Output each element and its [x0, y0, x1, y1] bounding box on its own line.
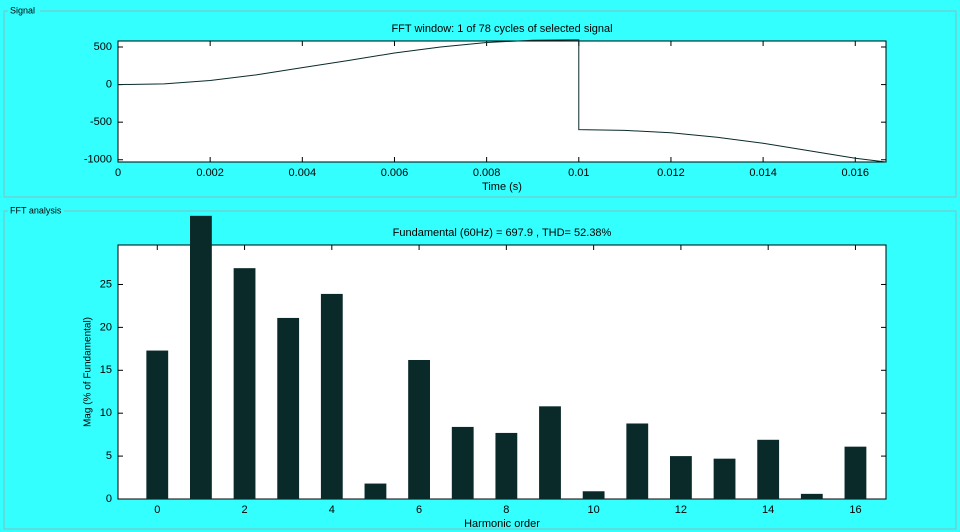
- y-tick-label: 0: [106, 493, 112, 505]
- signal-panel: [3, 10, 957, 198]
- bar: [320, 293, 343, 499]
- signal-line: [117, 39, 887, 163]
- bar: [670, 456, 692, 499]
- bar: [451, 426, 474, 499]
- x-tick-label: 0.01: [568, 167, 589, 179]
- panel-label: FFT analysis: [10, 205, 62, 215]
- x-tick-label: 2: [241, 504, 247, 516]
- chart-title: FFT window: 1 of 78 cycles of selected s…: [391, 23, 612, 35]
- x-tick-label: 8: [503, 504, 509, 516]
- x-tick-label: 12: [675, 504, 687, 516]
- y-tick-label: 500: [94, 41, 112, 53]
- bar: [364, 483, 387, 499]
- x-tick-label: 0.008: [473, 167, 501, 179]
- x-tick-label: 6: [416, 504, 422, 516]
- x-tick-label: 10: [588, 504, 600, 516]
- bar: [713, 458, 736, 499]
- x-tick-label: 0: [115, 167, 121, 179]
- chart-title: Fundamental (60Hz) = 697.9 , THD= 52.38%: [393, 227, 612, 239]
- y-tick-label: 20: [100, 321, 112, 333]
- bar: [800, 493, 823, 499]
- bar: [277, 317, 300, 499]
- bar: [233, 268, 256, 499]
- x-axis-label: Harmonic order: [464, 518, 540, 530]
- x-axis-label: Time (s): [482, 181, 522, 193]
- fft-panel: [3, 210, 957, 530]
- x-tick-label: 0.006: [381, 167, 409, 179]
- y-axis-label: Mag (% of Fundamental): [83, 317, 94, 427]
- bar: [408, 359, 430, 499]
- bar: [582, 491, 605, 499]
- plot-area: [117, 40, 887, 163]
- y-tick-label: 0: [106, 78, 112, 90]
- bar: [626, 423, 649, 499]
- panel-label-bg: [8, 205, 64, 217]
- panel-label: Signal: [10, 5, 35, 15]
- bar: [757, 439, 780, 499]
- y-tick-label: 10: [100, 407, 112, 419]
- y-tick-label: 15: [100, 364, 112, 376]
- x-tick-label: 16: [849, 504, 861, 516]
- x-tick-label: 0.016: [841, 167, 869, 179]
- bar: [190, 215, 212, 499]
- y-tick-label: -1000: [84, 154, 112, 166]
- bar: [495, 432, 518, 499]
- x-tick-label: 0.004: [289, 167, 317, 179]
- bar: [539, 406, 561, 499]
- y-tick-label: 25: [100, 278, 112, 290]
- panel-label-bg: [8, 5, 40, 17]
- x-tick-label: 0.014: [749, 167, 777, 179]
- x-tick-label: 4: [329, 504, 335, 516]
- y-tick-label: -500: [90, 116, 112, 128]
- bar: [146, 350, 169, 499]
- x-tick-label: 0.002: [196, 167, 224, 179]
- x-tick-label: 0: [154, 504, 160, 516]
- x-tick-label: 0.012: [657, 167, 685, 179]
- x-tick-label: 14: [762, 504, 774, 516]
- y-tick-label: 5: [106, 450, 112, 462]
- bar: [844, 446, 867, 499]
